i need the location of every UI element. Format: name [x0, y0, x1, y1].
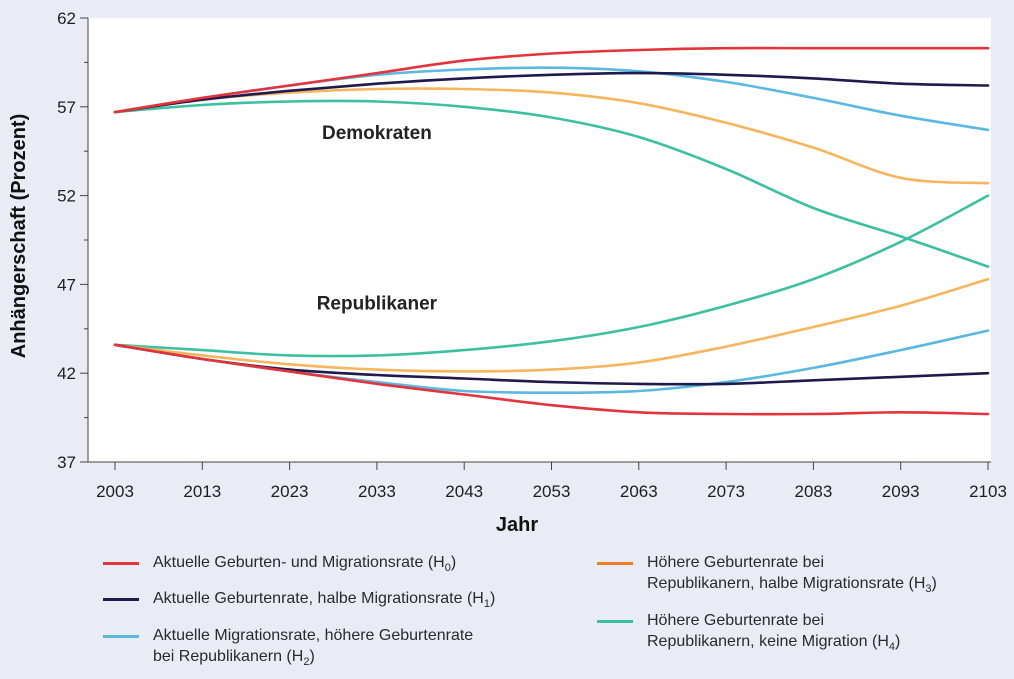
legend-label: Aktuelle Migrationsrate, höhere Geburten…: [153, 627, 474, 669]
legend-item: Aktuelle Migrationsrate, höhere Geburten…: [103, 625, 473, 673]
x-axis-title: Jahr: [496, 514, 538, 536]
series-line-h4-demokraten: [113, 99, 990, 268]
legend-subscript: 0: [444, 562, 451, 575]
plot-area: [88, 18, 991, 462]
legend-swatch: [597, 562, 633, 565]
line-chart: 37 42 47 52 57 62 2003 2013 2023 2033 2043 2053 206…: [8, 9, 1007, 536]
series-line-h0-republikaner: [113, 343, 990, 416]
legend-item: Höhere Geburtenrate bei Republikanern, k…: [597, 610, 900, 658]
series-line-h1-demokraten: [113, 71, 990, 114]
y-axis-title: Anhängerschaft (Prozent): [8, 114, 30, 358]
series-lines: [113, 46, 990, 416]
legend-item: Aktuelle Geburtenrate, halbe Migrationsr…: [103, 588, 495, 615]
x-tick-label: 2033: [358, 482, 396, 501]
legend-subscript: 2: [303, 656, 310, 669]
series-line-h0-demokraten: [113, 46, 990, 114]
x-tick-label: 2063: [620, 482, 658, 501]
legend-subscript: 3: [925, 583, 932, 596]
series-line-h3-republikaner: [113, 277, 990, 373]
y-tick-label: 62: [57, 9, 76, 28]
legend-swatch: [103, 562, 139, 565]
legend-swatch: [103, 598, 139, 601]
y-tick-labels: 37 42 47 52 57 62: [57, 9, 76, 472]
legend-subscript: 4: [888, 641, 896, 654]
x-tick-label: 2103: [969, 482, 1007, 501]
y-tick-label: 42: [57, 364, 76, 383]
legend-label: Höhere Geburtenrate bei Republikanern, k…: [647, 612, 901, 654]
x-tick-label: 2073: [707, 482, 745, 501]
legend: Aktuelle Geburten- und Migrationsrate (H…: [0, 540, 1014, 679]
group-label: Republikaner: [317, 293, 438, 314]
legend-label: Aktuelle Geburten- und Migrationsrate (H…: [153, 554, 457, 575]
x-tick-label: 2013: [183, 482, 221, 501]
legend-item: Höhere Geburtenrate bei Republikanern, h…: [597, 552, 937, 600]
y-tick-label: 57: [57, 98, 76, 117]
x-tick-label: 2043: [445, 482, 483, 501]
tick-marks: [80, 17, 989, 470]
group-label: Demokraten: [322, 123, 432, 144]
x-tick-label: 2083: [794, 482, 832, 501]
x-tick-labels: 2003 2013 2023 2033 2043 2053 2063 2073 2083 2093…: [96, 482, 1007, 501]
x-tick-label: 2093: [882, 482, 920, 501]
legend-subscript: 1: [483, 598, 490, 611]
y-tick-label: 52: [57, 187, 76, 206]
y-tick-label: 47: [57, 275, 76, 294]
legend-swatch: [103, 635, 139, 638]
x-tick-label: 2003: [96, 482, 134, 501]
x-tick-label: 2023: [271, 482, 309, 501]
legend-item: Aktuelle Geburten- und Migrationsrate (H…: [103, 552, 456, 579]
x-tick-label: 2053: [533, 482, 571, 501]
y-tick-label: 37: [57, 453, 76, 472]
legend-label: Höhere Geburtenrate bei Republikanern, h…: [647, 554, 937, 596]
series-line-h4-republikaner: [113, 194, 990, 358]
legend-swatch: [597, 620, 633, 623]
group-labels: Demokraten Republikaner: [317, 123, 438, 314]
legend-label: Aktuelle Geburtenrate, halbe Migrationsr…: [153, 590, 496, 611]
